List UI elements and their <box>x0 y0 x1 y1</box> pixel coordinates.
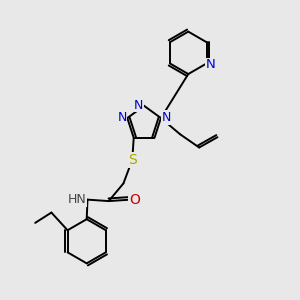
Text: N: N <box>161 111 171 124</box>
Text: N: N <box>134 99 143 112</box>
Text: N: N <box>117 111 127 124</box>
Text: S: S <box>128 153 136 167</box>
Text: O: O <box>129 193 140 207</box>
Text: HN: HN <box>67 193 86 206</box>
Text: N: N <box>205 58 215 71</box>
